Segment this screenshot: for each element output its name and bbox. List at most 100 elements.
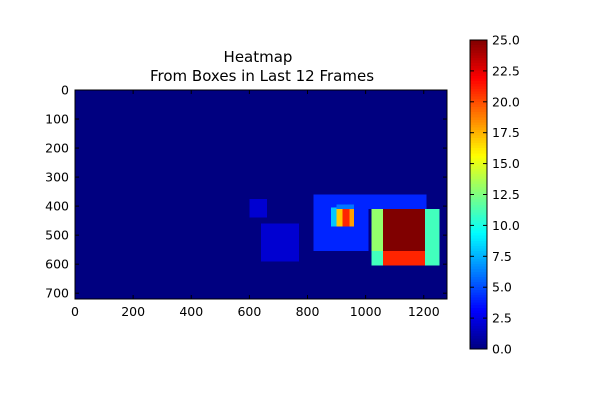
colorbar-segment: [470, 307, 487, 311]
colorbar-segment: [470, 312, 487, 317]
colorbar-segment: [470, 76, 487, 80]
colorbar-segment: [470, 124, 487, 129]
colorbar-segment: [470, 212, 487, 216]
colorbar-segment: [470, 99, 487, 103]
colorbar-segment: [470, 266, 487, 270]
colorbar-segment: [470, 189, 487, 193]
colorbar-segment: [470, 119, 487, 123]
colorbar-segment: [470, 155, 487, 160]
colorbar-segment: [470, 343, 487, 348]
colorbar-segment: [470, 173, 487, 178]
colorbar-segment: [470, 91, 487, 95]
colorbar-segment: [470, 140, 487, 144]
heatmap-cell: [336, 204, 354, 210]
colorbar-segment: [470, 83, 487, 87]
heatmap-cell: [371, 209, 384, 252]
colorbar-segment: [470, 279, 487, 283]
colorbar-segment: [470, 235, 487, 239]
x-tick-label: 800: [296, 304, 320, 319]
colorbar-segment: [470, 148, 487, 152]
colorbar-segment: [470, 199, 487, 203]
colorbar-segment: [470, 346, 487, 350]
chart-title-line-2: From Boxes in Last 12 Frames: [150, 67, 374, 85]
colorbar-segment: [470, 96, 487, 100]
colorbar-segment: [470, 197, 487, 201]
x-tick-label: 0: [71, 304, 79, 319]
colorbar-segment: [470, 88, 487, 93]
x-axis: 0 200 400 600 800 1000 1200: [71, 90, 440, 319]
colorbar-segment: [470, 109, 487, 113]
y-tick-label: 100: [45, 112, 69, 127]
colorbar-segment: [470, 179, 487, 183]
y-tick-label: 700: [45, 286, 69, 301]
colorbar-segment: [470, 181, 487, 185]
colorbar-segment: [470, 204, 487, 208]
colorbar-segment: [470, 217, 487, 221]
y-tick-label: 200: [45, 141, 69, 156]
colorbar-segment: [470, 135, 487, 139]
colorbar-segment: [470, 269, 487, 273]
colorbar-segment: [470, 81, 487, 85]
heatmap-cell: [383, 209, 426, 252]
heatmap-cell: [368, 194, 427, 210]
colorbar-segment: [470, 184, 487, 188]
colorbar-segment: [470, 230, 487, 234]
colorbar-segment: [470, 248, 487, 252]
colorbar-segment: [470, 287, 487, 291]
colorbar-segment: [470, 45, 487, 49]
colorbar-tick-label: 25.0: [492, 33, 520, 48]
colorbar-segment: [470, 315, 487, 319]
x-tick-label: 1000: [350, 304, 382, 319]
colorbar-segment: [470, 176, 487, 180]
colorbar-segment: [470, 258, 487, 263]
colorbar-segment: [470, 55, 487, 59]
colorbar-segment: [470, 104, 487, 108]
colorbar-segment: [470, 171, 487, 175]
colorbar-segment: [470, 106, 487, 111]
colorbar-segment: [470, 251, 487, 255]
x-tick-label: 400: [179, 304, 203, 319]
heatmap-cell: [371, 251, 384, 266]
colorbar-segment: [470, 78, 487, 82]
colorbar-segment: [470, 225, 487, 229]
colorbar-segment: [470, 150, 487, 154]
colorbar-segment: [470, 246, 487, 250]
colorbar-tick-label: 0.0: [492, 342, 512, 357]
colorbar-segment: [470, 68, 487, 72]
y-axis: 0 100 200 300 400 500 600 700: [45, 83, 447, 301]
x-tick-label: 200: [121, 304, 145, 319]
colorbar-segment: [470, 50, 487, 54]
colorbar-segment: [470, 161, 487, 165]
heatmap-cell: [261, 223, 299, 262]
y-tick-label: 0: [61, 83, 69, 98]
colorbar-tick-label: 22.5: [492, 63, 520, 78]
colorbar-segment: [470, 310, 487, 314]
y-tick-label: 400: [45, 199, 69, 214]
colorbar-segment: [470, 194, 487, 198]
colorbar-segment: [470, 302, 487, 306]
colorbar-segment: [470, 202, 487, 206]
colorbar-segment: [470, 58, 487, 62]
colorbar-segment: [470, 112, 487, 116]
x-tick-label: 1200: [408, 304, 440, 319]
colorbar-segment: [470, 65, 487, 69]
colorbar-segment: [470, 191, 487, 196]
colorbar-segment: [470, 325, 487, 329]
colorbar-tick-label: 10.0: [492, 218, 520, 233]
colorbar-segment: [470, 209, 487, 214]
colorbar-segment: [470, 271, 487, 275]
colorbar-segment: [470, 166, 487, 170]
colorbar-tick-label: 20.0: [492, 94, 520, 109]
colorbar-segment: [470, 163, 487, 167]
colorbar-segment: [470, 63, 487, 67]
colorbar-segment: [470, 222, 487, 226]
heatmap-cell: [249, 198, 267, 218]
colorbar-segment: [470, 243, 487, 247]
chart-title-line-1: Heatmap: [224, 48, 293, 66]
plot-frame: [74, 89, 448, 300]
colorbar-segment: [470, 256, 487, 260]
colorbar-segment: [470, 253, 487, 257]
heatmap-cell: [425, 209, 440, 266]
colorbar-segment: [470, 300, 487, 304]
colorbar-segment: [470, 47, 487, 51]
